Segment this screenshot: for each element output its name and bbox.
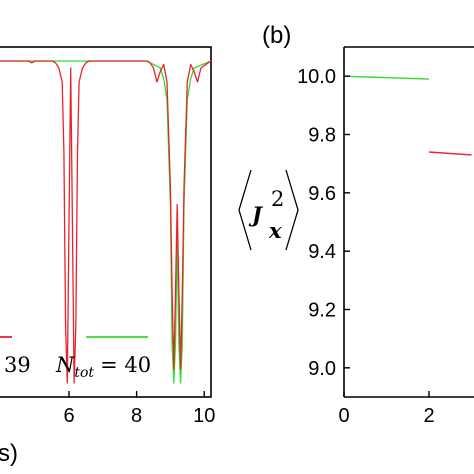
panel-b-series-1 <box>428 151 472 156</box>
panel-b-y-tick-label: 9.8 <box>308 125 336 147</box>
panel-a-plot-frame <box>0 46 212 398</box>
ylabel-sub: x <box>268 218 282 243</box>
legend-green-label-prefix: N <box>55 353 75 377</box>
panel-b-y-tick-label: 9.4 <box>308 241 336 263</box>
panel-b-series-group <box>343 75 472 156</box>
panel-b-y-ticks: 9.0 9.2 9.4 9.6 9.8 10.0 <box>297 66 350 380</box>
panel-a-x-ticks: 6 8 10 <box>63 391 215 427</box>
panel-b-x-tick-label: 2 <box>423 405 434 427</box>
panel-b-y-axis-label: J x 2 <box>238 169 299 251</box>
legend-green-label-sub: tot <box>74 365 94 381</box>
panel-a-series-group <box>0 60 212 384</box>
panel-b-y-tick-label: 9.6 <box>308 183 336 205</box>
panel-a-x-tick-label: 8 <box>131 405 142 427</box>
panel-a-x-tick-label: 6 <box>63 405 74 427</box>
ylabel-main: J <box>248 202 264 227</box>
legend-green-label: Ntot = 40 <box>55 353 151 381</box>
left-angle-bracket <box>238 169 252 251</box>
panel-b-y-tick-label: 9.0 <box>308 358 336 380</box>
legend-red-label: 39 <box>4 353 31 377</box>
ylabel-sup: 2 <box>271 187 284 211</box>
legend-green-label-value: = 40 <box>100 353 151 377</box>
panel-a: 6 8 10 39 Ntot = 40 s) <box>0 46 215 467</box>
panel-a-x-axis-label: s) <box>0 440 18 467</box>
panel-b-series-0 <box>343 75 430 80</box>
panel-b-x-tick-label: 0 <box>338 405 349 427</box>
panel-b-y-tick-label: 10.0 <box>297 66 336 88</box>
panel-b-label: (b) <box>262 22 291 49</box>
panel-b-y-tick-label: 9.2 <box>308 300 336 322</box>
panel-a-series-0 <box>0 60 212 384</box>
right-angle-bracket <box>285 169 299 251</box>
panel-a-x-tick-label: 10 <box>193 405 215 427</box>
